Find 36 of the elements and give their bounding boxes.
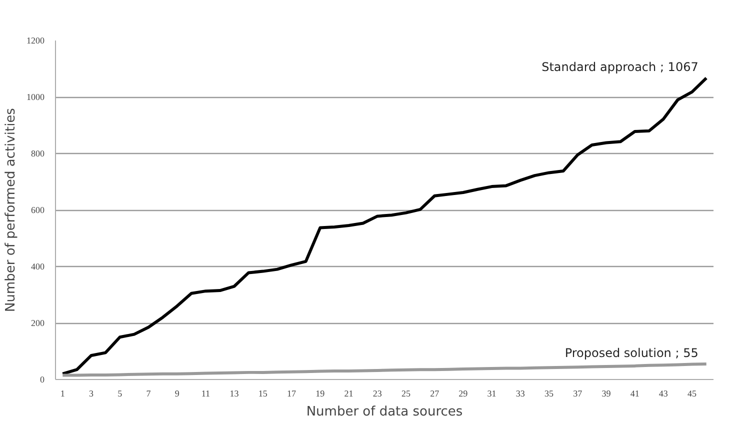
x-tick-label: 13: [230, 388, 240, 398]
x-tick-label: 9: [174, 388, 180, 398]
y-tick-label: 800: [31, 148, 45, 158]
x-tick-label: 11: [201, 388, 210, 398]
y-tick-label: 1000: [26, 92, 45, 102]
x-tick-label: 45: [688, 388, 698, 398]
x-tick-label: 5: [118, 388, 123, 398]
annotation: Standard approach ; 1067: [542, 60, 698, 74]
y-tick-label: 400: [31, 262, 45, 272]
x-tick-label: 21: [344, 388, 354, 398]
x-tick-label: 15: [258, 388, 268, 398]
x-tick-label: 39: [602, 388, 612, 398]
line-series: [61, 76, 708, 376]
annotation: Proposed solution ; 55: [564, 346, 698, 360]
x-tick-label: 23: [372, 388, 382, 398]
x-tick-label: 35: [544, 388, 554, 398]
y-tick-label: 600: [31, 205, 45, 215]
x-tick-label: 7: [146, 388, 152, 398]
x-tick-label: 31: [487, 388, 496, 398]
x-tick-label: 27: [430, 388, 440, 398]
y-tick-label: 1200: [26, 36, 45, 46]
y-tick-label: 200: [31, 318, 45, 328]
x-tick-label: 1: [60, 388, 65, 398]
x-tick-label: 17: [287, 388, 297, 398]
x-tick-label: 3: [89, 388, 94, 398]
x-tick-label: 19: [316, 388, 326, 398]
y-tick-label: 0: [40, 374, 45, 384]
x-tick-label: 33: [516, 388, 526, 398]
x-tick-label: 29: [458, 388, 468, 398]
x-tick-label: 43: [658, 388, 668, 398]
x-axis-title: Number of data sources: [306, 404, 463, 420]
line-series: [61, 362, 708, 377]
x-tick-label: 41: [630, 388, 640, 398]
y-axis-title: Number of performed activities: [4, 108, 18, 312]
x-tick-label: 37: [573, 388, 583, 398]
x-tick-label: 25: [401, 388, 411, 398]
